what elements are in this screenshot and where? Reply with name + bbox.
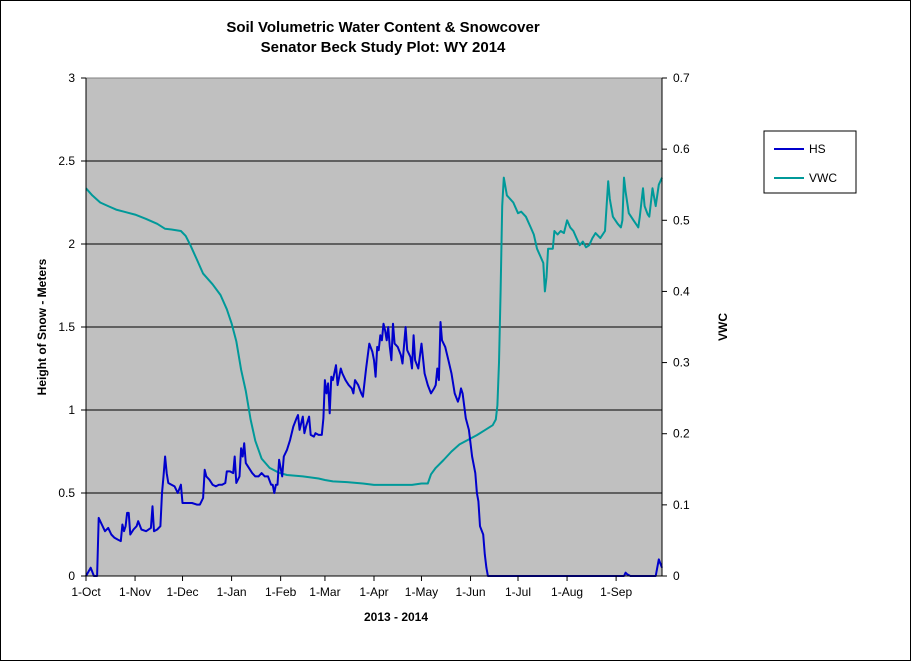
y-left-tick-label-5: 2.5: [58, 154, 75, 168]
x-tick-label-10: 1-Aug: [551, 585, 583, 599]
series-line-hs: [85, 321, 663, 577]
y-left-tick-label-4: 2: [68, 237, 75, 251]
axis-ticks: 0 0.5 1 1.5 2 2.5 3 0 0.1 0.2 0.3 0.4 0.5 0.6 0.7 1-Oct…: [58, 71, 690, 599]
y-right-tick-label-2: 0.2: [673, 427, 690, 441]
series-layer: [85, 176, 663, 577]
legend-label-hs: HS: [809, 142, 826, 156]
x-tick-label-11: 1-Sep: [600, 585, 632, 599]
x-tick-label-4: 1-Feb: [265, 585, 297, 599]
y-left-tick-label-2: 1: [68, 403, 75, 417]
legend: HS VWC: [763, 130, 857, 194]
y-axis-left-title: Height of Snow - Meters: [35, 258, 49, 395]
x-tick-label-6: 1-Apr: [359, 585, 388, 599]
series-line-vwc: [85, 176, 663, 486]
y-left-tick-label-6: 3: [68, 71, 75, 85]
legend-label-vwc: VWC: [809, 171, 837, 185]
y-right-tick-label-1: 0.1: [673, 498, 690, 512]
x-tick-label-0: 1-Oct: [71, 585, 101, 599]
x-tick-label-5: 1-Mar: [309, 585, 340, 599]
y-left-tick-label-3: 1.5: [58, 320, 75, 334]
x-axis-title: 2013 - 2014: [364, 610, 428, 624]
y-right-tick-label-6: 0.6: [673, 142, 690, 156]
y-axis-right-title: VWC: [716, 313, 730, 341]
x-tick-label-1: 1-Nov: [119, 585, 151, 599]
x-tick-label-8: 1-Jun: [456, 585, 486, 599]
x-tick-label-9: 1-Jul: [505, 585, 531, 599]
x-tick-label-2: 1-Dec: [167, 585, 199, 599]
x-tick-label-3: 1-Jan: [217, 585, 247, 599]
x-tick-label-7: 1-May: [405, 585, 438, 599]
y-right-tick-label-4: 0.4: [673, 284, 690, 298]
y-right-tick-label-7: 0.7: [673, 71, 690, 85]
chart-title-line-2: Senator Beck Study Plot: WY 2014: [261, 39, 506, 56]
y-left-tick-label-0: 0: [68, 569, 75, 583]
y-right-tick-label-0: 0: [673, 569, 680, 583]
y-right-tick-label-5: 0.5: [673, 213, 690, 227]
y-left-tick-label-1: 0.5: [58, 486, 75, 500]
legend-box: [763, 130, 857, 194]
y-right-tick-label-3: 0.3: [673, 356, 690, 370]
chart-title-line-1: Soil Volumetric Water Content & Snowcove…: [226, 19, 540, 36]
